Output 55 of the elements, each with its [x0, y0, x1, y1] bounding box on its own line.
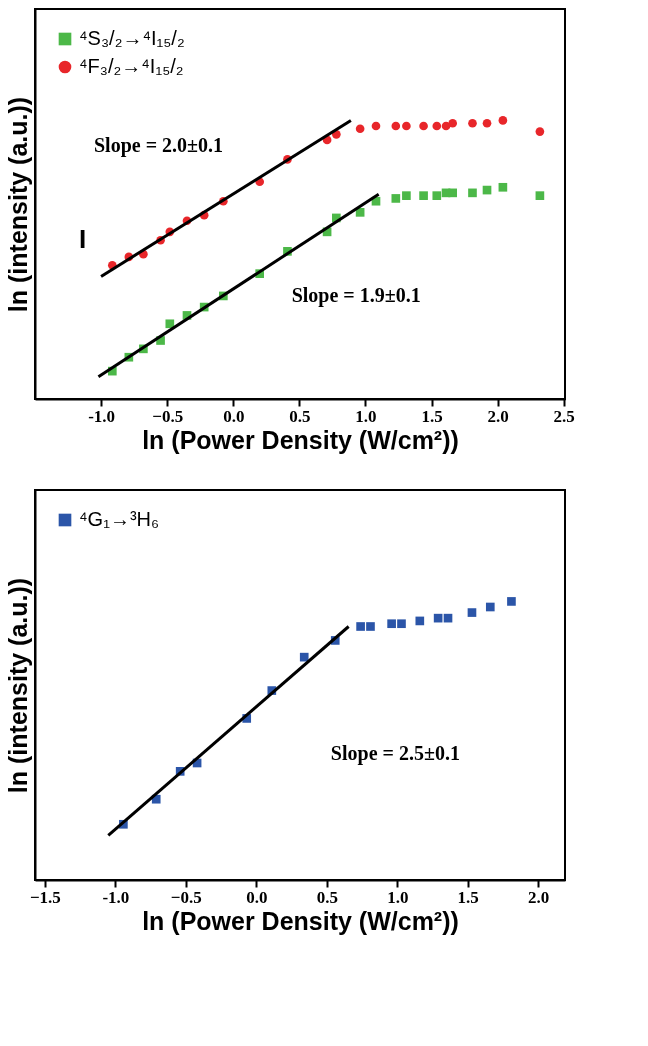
- x-tick-label: 0.0: [246, 887, 268, 907]
- point: [397, 619, 406, 629]
- point: [356, 622, 365, 631]
- point: [448, 188, 457, 198]
- point: [419, 191, 428, 200]
- x-tick-label: 1.0: [355, 406, 377, 426]
- x-tick-label: −0.5: [170, 887, 202, 907]
- x-tick-label: 0.5: [316, 887, 338, 907]
- point: [366, 622, 375, 631]
- x-tick-label: 2.5: [553, 406, 575, 426]
- point: [498, 116, 508, 125]
- x-tick-label: 1.0: [387, 887, 409, 907]
- x-tick-label: 0.0: [223, 406, 245, 426]
- point: [415, 616, 425, 626]
- point: [402, 191, 411, 200]
- x-tick-label: 1.5: [457, 887, 479, 907]
- x-tick-label: 2.0: [487, 406, 509, 426]
- legend-label: ⁴S₃/₂→⁴I₁₅/₂: [79, 27, 185, 49]
- point: [507, 597, 516, 606]
- x-axis-title: ln (Power Density (W/cm²)): [142, 425, 459, 454]
- point: [482, 118, 492, 128]
- point: [468, 188, 477, 198]
- annotation: Slope = 1.9±0.1: [291, 284, 421, 308]
- x-tick-label: -1.0: [102, 887, 130, 907]
- point: [402, 121, 411, 131]
- x-tick-label: 2.0: [528, 887, 550, 907]
- point: [432, 191, 442, 200]
- x-tick-label: 0.5: [289, 406, 311, 426]
- x-tick-label: −0.5: [152, 406, 184, 426]
- point: [299, 652, 309, 662]
- legend-label: ⁴F₃/₂→⁴I₁₅/₂: [79, 55, 184, 77]
- point: [535, 127, 545, 136]
- x-tick-label: -1.0: [88, 406, 116, 426]
- annotation: I: [79, 224, 87, 255]
- point: [165, 319, 175, 329]
- x-tick-label: −1.5: [29, 887, 61, 907]
- point: [419, 121, 428, 131]
- point: [468, 118, 477, 128]
- annotation: Slope = 2.0±0.1: [93, 133, 224, 157]
- point: [498, 182, 508, 192]
- x-tick-label: 1.5: [421, 406, 443, 426]
- x-axis-title: ln (Power Density (W/cm²)): [142, 906, 459, 935]
- legend-label: ⁴G₁→³H₆: [79, 508, 160, 530]
- y-axis-title: ln (intensity (a.u.)): [3, 577, 32, 794]
- y-axis-title: ln (intensity (a.u.)): [3, 96, 32, 313]
- point: [391, 194, 401, 203]
- point: [387, 619, 396, 629]
- point: [355, 124, 365, 134]
- point: [535, 191, 545, 200]
- point: [467, 608, 477, 617]
- point: [391, 121, 401, 131]
- point: [432, 121, 442, 131]
- point: [448, 118, 457, 128]
- point: [485, 602, 495, 612]
- annotation: Slope = 2.5±0.1: [330, 741, 460, 765]
